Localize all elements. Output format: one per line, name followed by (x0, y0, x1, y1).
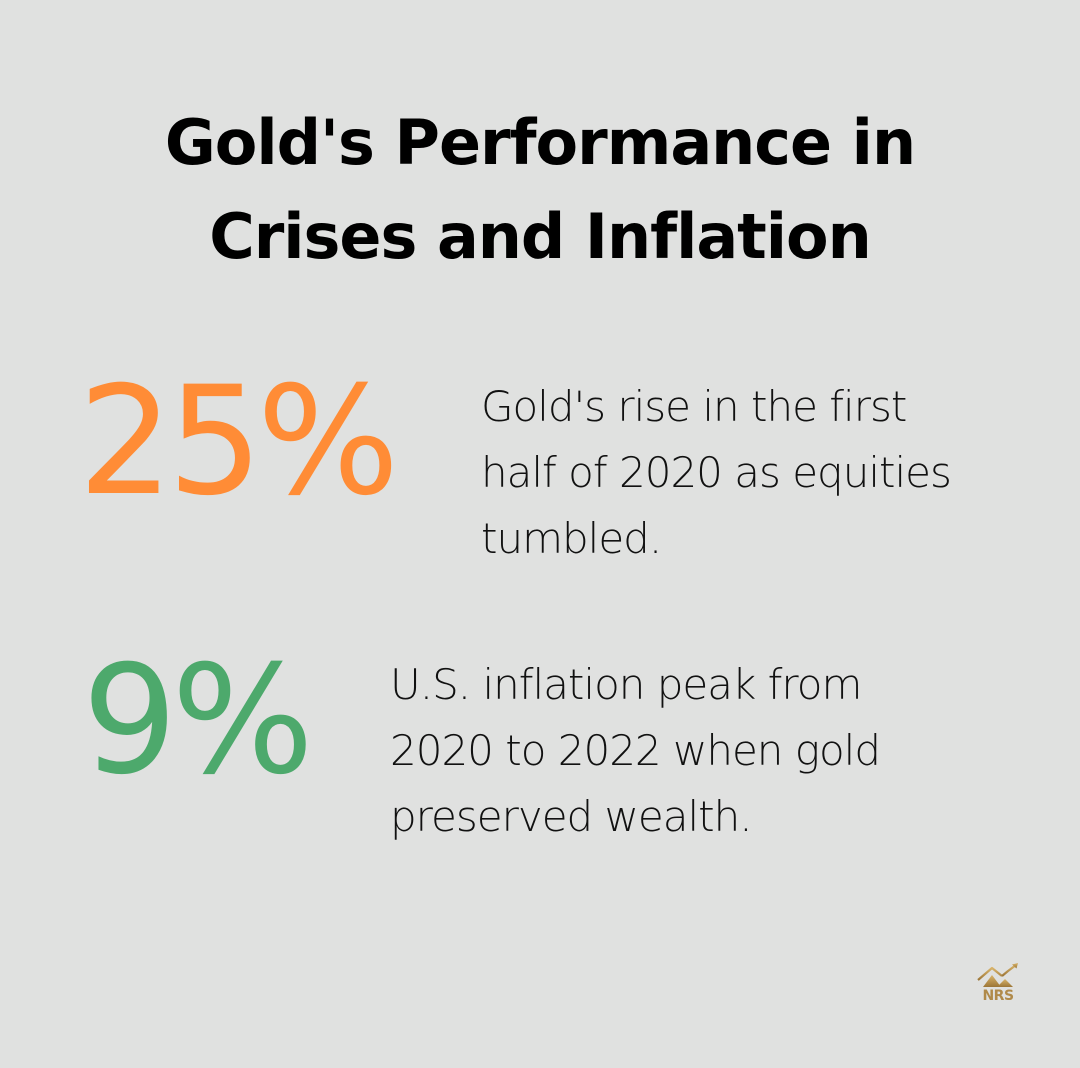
stat-description-line: tumbled. (481, 514, 662, 563)
brand-logo-text: NRS (982, 988, 1014, 1004)
page-title: Gold's Performance in Crises and Inflati… (0, 96, 1080, 284)
stat-description-line: preserved wealth. (390, 792, 753, 841)
house-chart-arrow-icon (977, 963, 1018, 987)
stat-description-inflation-peak: U.S. inflation peak from 2020 to 2022 wh… (390, 652, 881, 850)
title-line-1: Gold's Performance in (164, 106, 916, 179)
stat-description-line: half of 2020 as equities (481, 448, 952, 497)
stat-description-line: 2020 to 2022 when gold (390, 726, 881, 775)
stat-description-line: Gold's rise in the first (481, 382, 907, 431)
brand-logo: NRS (974, 962, 1022, 1006)
stat-value-gold-rise: 25% (78, 355, 399, 529)
title-line-2: Crises and Inflation (209, 200, 872, 273)
stat-description-gold-rise: Gold's rise in the first half of 2020 as… (481, 374, 952, 572)
stat-value-inflation-peak: 9% (82, 634, 314, 808)
stat-description-line: U.S. inflation peak from (390, 660, 862, 709)
